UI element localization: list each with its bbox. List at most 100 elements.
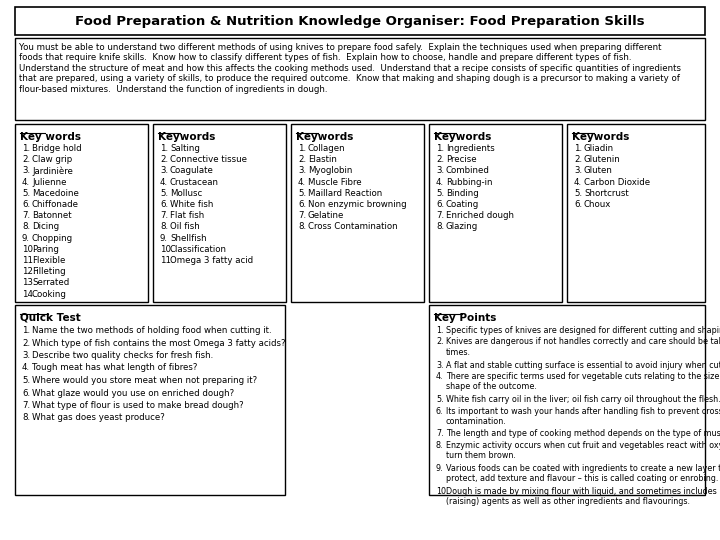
- Text: Keywords: Keywords: [296, 132, 354, 142]
- Text: Specific types of knives are designed for different cutting and shaping tasks.: Specific types of knives are designed fo…: [446, 326, 720, 335]
- Text: Keywords: Keywords: [434, 132, 491, 142]
- Text: 4.: 4.: [436, 372, 444, 381]
- Text: What type of flour is used to make bread dough?: What type of flour is used to make bread…: [32, 401, 243, 410]
- Bar: [429, 124, 562, 302]
- Text: The length and type of cooking method depends on the type of muscle fibre.: The length and type of cooking method de…: [446, 429, 720, 438]
- Text: Keywords: Keywords: [572, 132, 629, 142]
- Text: 3.: 3.: [160, 166, 168, 176]
- Text: Keywords: Keywords: [158, 132, 215, 142]
- Text: 1.: 1.: [22, 326, 30, 335]
- Text: 12.: 12.: [22, 267, 35, 276]
- Text: 3.: 3.: [22, 166, 30, 176]
- Text: 6.: 6.: [22, 200, 30, 209]
- Text: What glaze would you use on enriched dough?: What glaze would you use on enriched dou…: [32, 388, 234, 397]
- Text: 2.: 2.: [22, 339, 30, 348]
- Text: There are specific terms used for vegetable cuts relating to the size and
shape : There are specific terms used for vegeta…: [446, 372, 720, 391]
- Text: Name the two methods of holding food when cutting it.: Name the two methods of holding food whe…: [32, 326, 271, 335]
- Text: White fish: White fish: [170, 200, 213, 209]
- Text: 1.: 1.: [160, 144, 168, 153]
- Text: Key Points: Key Points: [434, 313, 496, 323]
- Text: Flat fish: Flat fish: [170, 211, 204, 220]
- Text: 10.: 10.: [160, 245, 174, 254]
- Text: 4.: 4.: [298, 178, 306, 187]
- Text: Filleting: Filleting: [32, 267, 66, 276]
- Text: 1.: 1.: [436, 144, 444, 153]
- Text: 10.: 10.: [436, 487, 449, 496]
- Text: Describe two quality checks for fresh fish.: Describe two quality checks for fresh fi…: [32, 351, 213, 360]
- Text: Where would you store meat when not preparing it?: Where would you store meat when not prep…: [32, 376, 257, 385]
- Text: Quick Test: Quick Test: [20, 313, 81, 323]
- Text: Collagen: Collagen: [308, 144, 346, 153]
- Text: 2.: 2.: [436, 155, 444, 164]
- Text: Knives are dangerous if not handles correctly and care should be taken at all
ti: Knives are dangerous if not handles corr…: [446, 338, 720, 357]
- Text: 8.: 8.: [298, 222, 306, 232]
- Text: Its important to wash your hands after handling fish to prevent cross
contaminat: Its important to wash your hands after h…: [446, 407, 720, 426]
- Text: Glutenin: Glutenin: [584, 155, 621, 164]
- Text: Precise: Precise: [446, 155, 477, 164]
- Text: Jardinière: Jardinière: [32, 166, 73, 176]
- Bar: [429, 305, 705, 495]
- Text: Ingredients: Ingredients: [446, 144, 495, 153]
- Text: 4.: 4.: [160, 178, 168, 187]
- Text: Binding: Binding: [446, 189, 479, 198]
- Text: Non enzymic browning: Non enzymic browning: [308, 200, 407, 209]
- Text: 13.: 13.: [22, 279, 35, 287]
- Text: What gas does yeast produce?: What gas does yeast produce?: [32, 414, 165, 422]
- Text: 3.: 3.: [298, 166, 306, 176]
- Text: 9.: 9.: [22, 234, 30, 242]
- Bar: [15, 7, 705, 35]
- Text: Bridge hold: Bridge hold: [32, 144, 81, 153]
- Text: 7.: 7.: [22, 401, 30, 410]
- Text: Maillard Reaction: Maillard Reaction: [308, 189, 382, 198]
- Text: Coating: Coating: [446, 200, 480, 209]
- Text: 1.: 1.: [574, 144, 582, 153]
- Text: 3.: 3.: [436, 361, 444, 369]
- Text: Rubbing-in: Rubbing-in: [446, 178, 492, 187]
- Bar: [291, 124, 424, 302]
- Text: Carbon Dioxide: Carbon Dioxide: [584, 178, 650, 187]
- Text: 8.: 8.: [436, 222, 444, 232]
- Text: Chiffonade: Chiffonade: [32, 200, 79, 209]
- Text: 8.: 8.: [22, 414, 30, 422]
- Text: 9.: 9.: [160, 234, 168, 242]
- Text: Serrated: Serrated: [32, 279, 69, 287]
- Text: Macedoine: Macedoine: [32, 189, 79, 198]
- Text: 5.: 5.: [22, 376, 30, 385]
- Text: Paring: Paring: [32, 245, 59, 254]
- Text: Chopping: Chopping: [32, 234, 73, 242]
- Text: 1.: 1.: [22, 144, 30, 153]
- Text: White fish carry oil in the liver; oil fish carry oil throughout the flesh.: White fish carry oil in the liver; oil f…: [446, 395, 720, 404]
- Text: 2.: 2.: [436, 338, 444, 347]
- Text: Coagulate: Coagulate: [170, 166, 214, 176]
- Text: 2.: 2.: [160, 155, 168, 164]
- Text: Shortcrust: Shortcrust: [584, 189, 629, 198]
- Text: 14.: 14.: [22, 289, 35, 299]
- Text: 6.: 6.: [160, 200, 168, 209]
- Text: Combined: Combined: [446, 166, 490, 176]
- Text: Dicing: Dicing: [32, 222, 59, 232]
- Text: Enzymic activity occurs when cut fruit and vegetables react with oxygen to
turn : Enzymic activity occurs when cut fruit a…: [446, 441, 720, 461]
- Text: 6.: 6.: [436, 200, 444, 209]
- Text: Mollusc: Mollusc: [170, 189, 202, 198]
- Text: 2.: 2.: [298, 155, 306, 164]
- Text: 8.: 8.: [22, 222, 30, 232]
- Text: 5.: 5.: [574, 189, 582, 198]
- Text: Omega 3 fatty acid: Omega 3 fatty acid: [170, 256, 253, 265]
- Bar: [15, 124, 148, 302]
- Text: 7.: 7.: [298, 211, 306, 220]
- Text: 4.: 4.: [22, 363, 30, 373]
- Text: 2.: 2.: [22, 155, 30, 164]
- Text: 5.: 5.: [298, 189, 306, 198]
- Text: Shellfish: Shellfish: [170, 234, 207, 242]
- Text: Key words: Key words: [20, 132, 81, 142]
- Text: A flat and stable cutting surface is essential to avoid injury when cutting food: A flat and stable cutting surface is ess…: [446, 361, 720, 369]
- Text: 11.: 11.: [22, 256, 35, 265]
- Text: 1.: 1.: [436, 326, 444, 335]
- Text: 9.: 9.: [436, 464, 444, 473]
- Text: 4.: 4.: [436, 178, 444, 187]
- Bar: [153, 124, 286, 302]
- Text: 11.: 11.: [160, 256, 174, 265]
- Text: Food Preparation & Nutrition Knowledge Organiser: Food Preparation Skills: Food Preparation & Nutrition Knowledge O…: [75, 15, 645, 28]
- Text: 5.: 5.: [436, 189, 444, 198]
- Text: Gelatine: Gelatine: [308, 211, 344, 220]
